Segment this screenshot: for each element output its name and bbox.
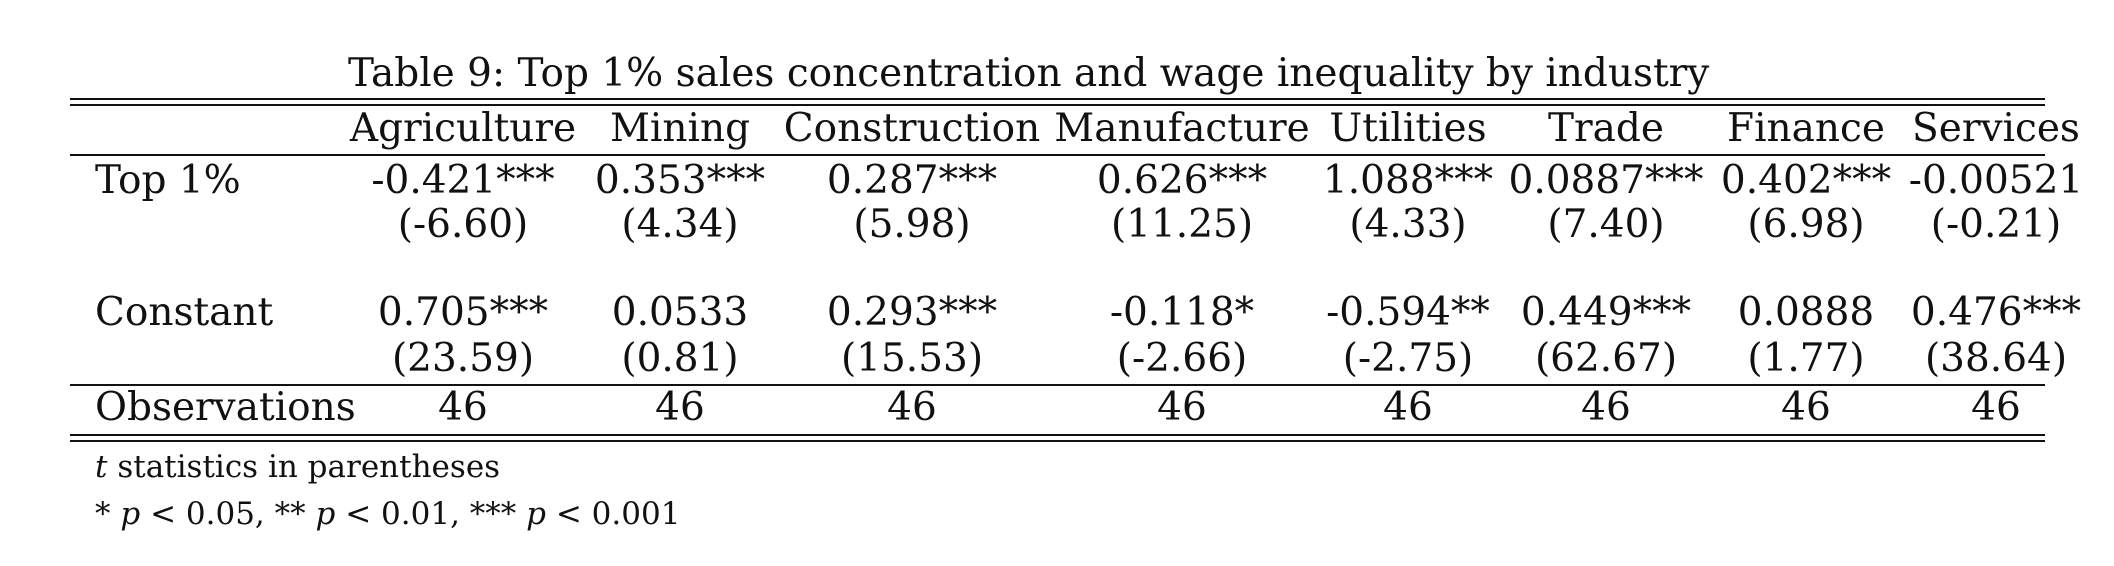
constant-tstat-manufacture: (-2.66)	[1116, 336, 1248, 381]
note-p2-sym: p	[315, 496, 336, 532]
constant-coef-mining: 0.0533	[611, 290, 749, 335]
top1-coef-manufacture: 0.626***	[1096, 158, 1268, 203]
top1-tstat-finance: (6.98)	[1747, 202, 1865, 247]
obs-manufacture: 46	[1157, 385, 1207, 430]
col-header-agriculture: Agriculture	[349, 106, 577, 151]
top1-tstat-manufacture: (11.25)	[1110, 202, 1254, 247]
top-rule-1	[70, 98, 2045, 100]
constant-tstat-services: (38.64)	[1924, 336, 2068, 381]
note-p2-stars: **	[274, 496, 316, 532]
table-caption: Table 9: Top 1% sales concentration and …	[348, 51, 1710, 96]
obs-finance: 46	[1781, 385, 1831, 430]
obs-utilities: 46	[1383, 385, 1433, 430]
constant-coef-services: 0.476***	[1910, 290, 2082, 335]
constant-tstat-agriculture: (23.59)	[391, 336, 535, 381]
bottom-rule-1	[70, 434, 2045, 436]
top-rule-2	[70, 104, 2045, 106]
note-p3-stars: ***	[469, 496, 527, 532]
top1-tstat-utilities: (4.33)	[1349, 202, 1467, 247]
top1-tstat-services: (-0.21)	[1930, 202, 2062, 247]
constant-tstat-finance: (1.77)	[1747, 336, 1865, 381]
top1-tstat-mining: (4.34)	[621, 202, 739, 247]
col-header-trade: Trade	[1548, 106, 1664, 151]
constant-coef-manufacture: -0.118*	[1109, 290, 1255, 335]
note-p3-sym: p	[526, 496, 546, 532]
constant-tstat-utilities: (-2.75)	[1342, 336, 1474, 381]
obs-mining: 46	[655, 385, 705, 430]
constant-coef-utilities: -0.594**	[1326, 290, 1490, 335]
col-header-construction: Construction	[783, 106, 1041, 151]
top1-coef-finance: 0.402***	[1720, 158, 1892, 203]
row-label-observations: Observations	[95, 385, 356, 430]
obs-trade: 46	[1581, 385, 1631, 430]
col-header-finance: Finance	[1727, 106, 1885, 151]
col-header-manufacture: Manufacture	[1054, 106, 1310, 151]
top1-coef-services: -0.00521	[1908, 158, 2084, 203]
note-p3-val: < 0.001	[546, 496, 681, 532]
constant-coef-agriculture: 0.705***	[377, 290, 549, 335]
constant-tstat-trade: (62.67)	[1534, 336, 1678, 381]
obs-construction: 46	[887, 385, 937, 430]
constant-coef-trade: 0.449***	[1520, 290, 1692, 335]
note-t-symbol: t	[95, 449, 108, 485]
note-p1-val: < 0.05,	[140, 496, 275, 532]
constant-coef-construction: 0.293***	[826, 290, 998, 335]
top1-coef-construction: 0.287***	[826, 158, 998, 203]
col-header-utilities: Utilities	[1329, 106, 1487, 151]
top1-coef-utilities: 1.088***	[1322, 158, 1494, 203]
bottom-rule-2	[70, 440, 2045, 442]
top1-tstat-trade: (7.40)	[1547, 202, 1665, 247]
top1-coef-trade: 0.0887***	[1508, 158, 1704, 203]
note-tstat: t statistics in parentheses	[95, 447, 500, 487]
top1-tstat-agriculture: (-6.60)	[397, 202, 529, 247]
note-significance: * p < 0.05, ** p < 0.01, *** p < 0.001	[95, 494, 680, 534]
constant-tstat-construction: (15.53)	[840, 336, 984, 381]
top1-tstat-construction: (5.98)	[853, 202, 971, 247]
col-header-services: Services	[1912, 106, 2080, 151]
row-label-constant: Constant	[95, 290, 274, 335]
note-p2-val: < 0.01,	[335, 496, 470, 532]
observations-rule	[70, 384, 2045, 386]
note-p1-sym: p	[120, 496, 141, 532]
col-header-mining: Mining	[609, 106, 751, 151]
top1-coef-agriculture: -0.421***	[371, 158, 555, 203]
obs-services: 46	[1971, 385, 2021, 430]
top1-coef-mining: 0.353***	[594, 158, 766, 203]
row-label-top1: Top 1%	[95, 158, 241, 203]
obs-agriculture: 46	[438, 385, 488, 430]
note-t-text: statistics in parentheses	[107, 449, 501, 485]
constant-tstat-mining: (0.81)	[621, 336, 739, 381]
constant-coef-finance: 0.0888	[1737, 290, 1875, 335]
note-p1-stars: *	[95, 496, 121, 532]
header-rule	[70, 154, 2045, 156]
